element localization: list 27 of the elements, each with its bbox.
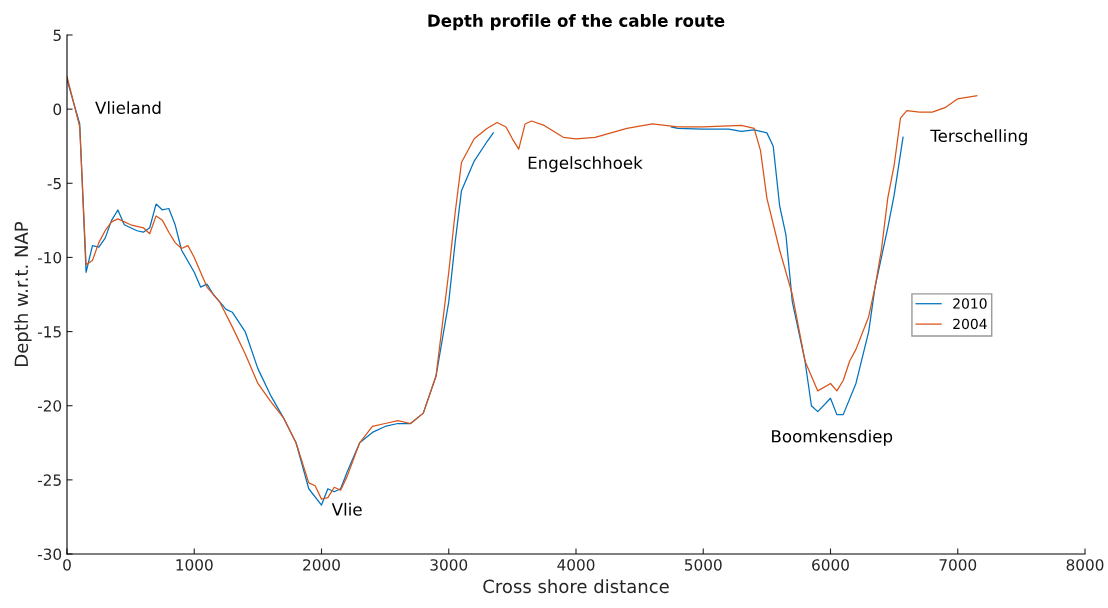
x-tick-label: 7000	[939, 559, 977, 571]
y-tick-label: -15	[37, 326, 61, 338]
x-tick-label: 2000	[303, 559, 340, 571]
annotation: Engelschhoek	[528, 156, 643, 173]
y-tick-label: -20	[37, 400, 62, 412]
y-axis-title: Depth w.r.t. NAP	[14, 221, 32, 366]
y-tick-label: -30	[37, 548, 62, 561]
legend-label: 2004	[953, 318, 987, 330]
annotation: Terschelling	[930, 129, 1027, 146]
y-tick-label: -25	[37, 474, 61, 486]
x-axis-title: Cross shore distance	[483, 579, 669, 594]
x-tick-label: 1000	[176, 559, 213, 571]
chart-title: Depth profile of the cable route	[428, 14, 725, 31]
y-tick-label: -5	[47, 177, 61, 190]
x-tick-label: 4000	[557, 559, 595, 571]
x-tick-label: 5000	[684, 559, 722, 571]
legend-label: 2010	[953, 298, 987, 309]
annotation: Vlieland	[95, 101, 161, 115]
x-tick-label: 6000	[812, 559, 849, 571]
x-tick-label: 8000	[1066, 559, 1104, 571]
y-tick-label: -10	[37, 251, 62, 264]
x-tick-label: 3000	[430, 559, 468, 571]
y-tick-label: 0	[53, 103, 62, 116]
y-tick-label: 5	[53, 29, 61, 42]
annotation: Boomkensdiep	[772, 429, 893, 446]
x-tick-label: 0	[63, 559, 71, 571]
annotation: Vlie	[331, 502, 362, 516]
